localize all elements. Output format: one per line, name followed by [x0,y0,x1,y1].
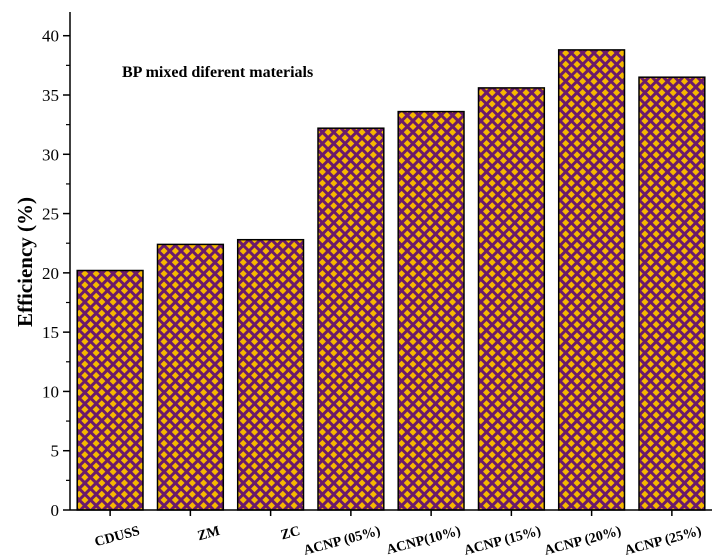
bar-0 [76,269,144,511]
x-tick-label: ZM [196,524,222,544]
bar-6 [557,49,626,511]
x-tick-label: ACNP (25%) [623,524,703,556]
y-tick-label: 25 [42,205,59,224]
y-axis-title: Efficiency (%) [13,197,37,327]
y-tick-label: 15 [42,323,59,342]
bars-layer [76,49,706,511]
y-tick-label: 40 [42,27,59,46]
bar-4 [397,110,465,511]
y-tick-label: 0 [51,501,60,520]
bar-2 [236,238,305,511]
x-tick-label: CDUSS [93,524,141,550]
y-tick-label: 5 [51,442,60,461]
x-tick-label: ACNP (15%) [463,524,543,556]
x-tick-label: ACNP(10%) [385,524,463,556]
bar-7 [638,76,706,511]
y-tick-label: 10 [42,382,59,401]
x-tick-label: ZC [279,524,302,544]
chart-annotation: BP mixed diferent materials [122,64,313,81]
x-tick-label: ACNP (20%) [543,524,623,556]
bar-3 [317,127,385,511]
bar-5 [477,87,546,511]
y-tick-label: 35 [42,86,59,105]
y-tick-label: 30 [42,145,59,164]
y-tick-label: 20 [42,264,59,283]
axes-layer: CDUSS ZM ZC ACNP (05%) ACNP(10%) ACNP (15%) AC… [42,12,712,556]
bar-1 [156,243,225,511]
x-tick-label: ACNP (05%) [302,524,382,556]
